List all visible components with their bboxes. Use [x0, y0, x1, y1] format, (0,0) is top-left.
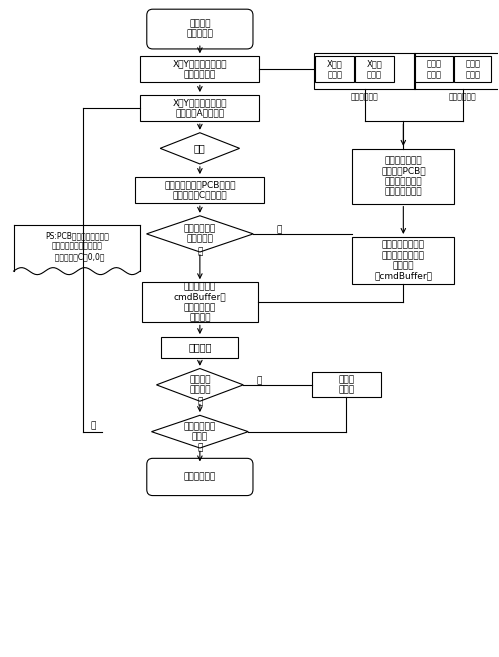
FancyBboxPatch shape [311, 373, 381, 397]
Text: 单向扫
描规划: 单向扫 描规划 [427, 60, 442, 79]
Text: 放级: 放级 [194, 143, 206, 153]
Text: 运动规划设置: 运动规划设置 [449, 93, 477, 101]
Polygon shape [160, 133, 240, 164]
Text: 否: 否 [90, 422, 96, 430]
FancyBboxPatch shape [352, 237, 454, 284]
Text: 运动规划设置: 运动规划设置 [351, 93, 379, 101]
Text: 整批扫描结束: 整批扫描结束 [184, 472, 216, 482]
FancyBboxPatch shape [454, 57, 492, 82]
Text: X、Y轴同到机床相对
坐标零点A（联动）: X、Y轴同到机床相对 坐标零点A（联动） [173, 99, 227, 118]
Text: 否: 否 [257, 376, 262, 386]
Text: 是: 是 [197, 397, 203, 406]
FancyBboxPatch shape [147, 459, 253, 495]
Text: X、Y轴回到机床绝对
零点（联动）: X、Y轴回到机床绝对 零点（联动） [173, 60, 227, 79]
Text: 缺陷识别
是否完成: 缺陷识别 是否完成 [189, 375, 211, 395]
FancyBboxPatch shape [135, 177, 264, 203]
Polygon shape [147, 215, 253, 252]
FancyBboxPatch shape [315, 57, 354, 82]
Text: 是: 是 [197, 443, 203, 453]
Text: 双向扫
描规划: 双向扫 描规划 [465, 60, 481, 79]
Text: X轴运
动规划: X轴运 动规划 [367, 60, 382, 79]
Text: 等待处
理完成: 等待处 理完成 [338, 375, 354, 395]
Text: 该批板是否全
描完成: 该批板是否全 描完成 [184, 422, 216, 442]
Text: 扫描结束: 扫描结束 [188, 342, 212, 353]
Text: PS:PCB板扫描起始位置根
据检测要求而定，调试阶
  段可以设为C（0,0）: PS:PCB板扫描起始位置根 据检测要求而定，调试阶 段可以设为C（0,0） [45, 231, 109, 261]
Text: 否: 否 [276, 225, 282, 235]
Text: 程序启动
系统初始化: 程序启动 系统初始化 [187, 19, 213, 39]
Text: 解析扫描与运动控
制规划指令到指令
缓冲区中
（cmdBuffer）: 解析扫描与运动控 制规划指令到指令 缓冲区中 （cmdBuffer） [374, 240, 432, 281]
Text: 根据扫描与运动
规划以及PCB的
基本信息自动生
成控制指令文件: 根据扫描与运动 规划以及PCB的 基本信息自动生 成控制指令文件 [381, 156, 426, 196]
Polygon shape [157, 369, 244, 401]
Text: 扫描控制指令
是否准备好: 扫描控制指令 是否准备好 [184, 224, 216, 244]
Text: 从指令缓冲区
cmdBuffer提
取指令并逐步
开始扫描: 从指令缓冲区 cmdBuffer提 取指令并逐步 开始扫描 [174, 283, 226, 323]
FancyBboxPatch shape [140, 57, 259, 82]
FancyBboxPatch shape [355, 57, 394, 82]
Text: 是: 是 [197, 248, 203, 256]
FancyBboxPatch shape [416, 57, 453, 82]
FancyBboxPatch shape [161, 337, 239, 358]
FancyBboxPatch shape [147, 9, 253, 49]
Polygon shape [152, 415, 249, 448]
Text: 工作平台运动到PCB板扫描
起始点位置C（联动）: 工作平台运动到PCB板扫描 起始点位置C（联动） [164, 181, 236, 200]
Text: X轴运
动规划: X轴运 动规划 [327, 60, 343, 79]
FancyBboxPatch shape [140, 95, 259, 121]
FancyBboxPatch shape [352, 149, 454, 204]
FancyBboxPatch shape [142, 283, 258, 323]
